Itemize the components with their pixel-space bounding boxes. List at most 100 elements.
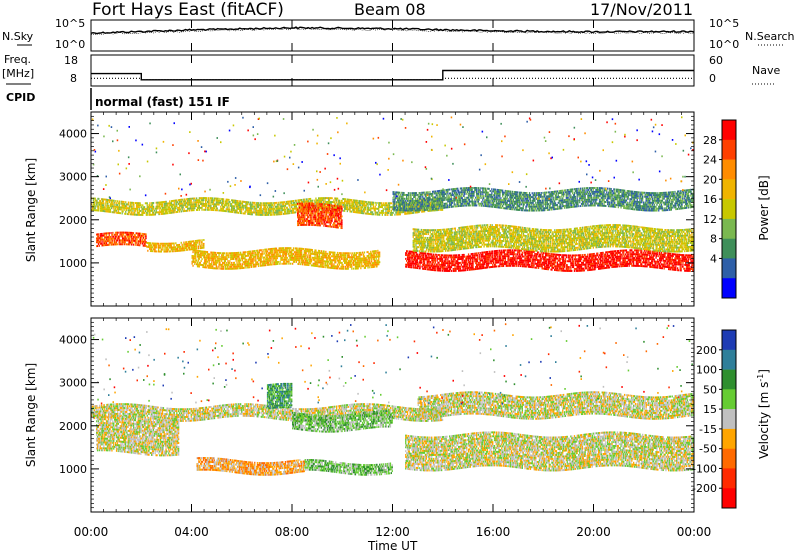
data-cell	[240, 204, 241, 206]
data-cell	[103, 200, 104, 202]
data-cell	[250, 202, 251, 204]
data-cell	[142, 239, 143, 241]
data-cell	[271, 210, 272, 212]
data-cell	[149, 204, 150, 206]
data-cell	[262, 214, 263, 216]
data-cell	[119, 202, 120, 204]
data-cell	[98, 235, 99, 237]
data-cell	[242, 203, 243, 205]
data-cell	[208, 207, 209, 209]
data-cell	[163, 249, 164, 251]
data-cell	[232, 211, 233, 213]
data-cell	[154, 248, 155, 250]
data-cell	[285, 209, 286, 211]
data-cell	[147, 204, 148, 206]
data-cell	[117, 200, 118, 202]
data-cell	[171, 245, 172, 247]
data-cell	[185, 204, 186, 206]
data-cell	[217, 209, 218, 211]
data-cell	[161, 251, 162, 253]
data-cell	[206, 197, 207, 199]
data-cell	[151, 244, 152, 246]
data-cell	[116, 241, 117, 243]
data-cell	[142, 214, 143, 216]
data-cell	[112, 202, 113, 204]
data-cell	[150, 242, 151, 244]
data-cell	[296, 206, 297, 208]
data-cell	[96, 204, 97, 206]
data-cell	[160, 245, 161, 247]
data-cell	[199, 242, 200, 244]
data-cell	[226, 204, 227, 206]
data-cell	[205, 201, 206, 203]
data-cell	[210, 203, 211, 205]
data-cell	[271, 206, 272, 208]
data-cell	[157, 204, 158, 206]
data-cell	[107, 201, 108, 203]
data-cell	[98, 233, 99, 235]
data-cell	[238, 212, 239, 214]
data-cell	[174, 204, 175, 206]
data-cell	[140, 204, 141, 206]
data-cell	[189, 210, 190, 212]
data-cell	[310, 198, 311, 200]
data-cell	[115, 238, 116, 240]
data-cell	[185, 200, 186, 202]
data-cell	[124, 203, 125, 205]
data-cell	[140, 233, 141, 235]
data-cell	[96, 200, 97, 202]
data-cell	[252, 204, 253, 206]
data-cell	[101, 241, 102, 243]
data-cell	[179, 207, 180, 209]
data-cell	[111, 207, 112, 209]
nave-tick-top: 60	[709, 54, 723, 67]
data-cell	[139, 212, 140, 214]
data-cell	[203, 199, 204, 201]
data-cell	[122, 209, 123, 211]
data-cell	[108, 205, 109, 207]
data-cell	[262, 210, 263, 212]
data-cell	[117, 240, 118, 242]
data-cell	[156, 245, 157, 247]
data-cell	[170, 250, 171, 252]
data-cell	[112, 240, 113, 242]
data-cell	[196, 203, 197, 205]
noise-right-tick-top: 10^5	[709, 17, 739, 30]
noise-right-label: N.Search	[745, 30, 795, 43]
data-cell	[140, 210, 141, 212]
data-cell	[135, 234, 136, 236]
data-cell	[167, 247, 168, 249]
data-cell	[274, 208, 275, 210]
data-cell	[129, 207, 130, 209]
data-cell	[109, 244, 110, 246]
data-cell	[183, 206, 184, 208]
data-cell	[121, 209, 122, 211]
data-cell	[193, 200, 194, 202]
data-cell	[174, 211, 175, 213]
data-cell	[169, 206, 170, 208]
data-cell	[159, 205, 160, 207]
data-cell	[95, 207, 96, 209]
freq-tick-top: 18	[64, 54, 78, 67]
data-cell	[101, 237, 102, 239]
data-cell	[248, 201, 249, 203]
data-cell	[162, 249, 163, 251]
data-cell	[205, 207, 206, 209]
data-cell	[131, 204, 132, 206]
freq-label-line2: [MHz]	[2, 67, 34, 80]
data-cell	[271, 214, 272, 216]
data-cell	[114, 204, 115, 206]
data-cell	[129, 244, 130, 246]
data-cell	[104, 235, 105, 237]
data-cell	[152, 250, 153, 252]
data-cell	[110, 236, 111, 238]
data-cell	[93, 199, 94, 201]
data-cell	[240, 201, 241, 203]
data-cell	[162, 247, 163, 249]
data-cell	[126, 205, 127, 207]
data-cell	[98, 243, 99, 245]
data-cell	[177, 211, 178, 213]
data-cell	[247, 203, 248, 205]
data-cell	[231, 203, 232, 205]
data-cell	[236, 210, 237, 212]
